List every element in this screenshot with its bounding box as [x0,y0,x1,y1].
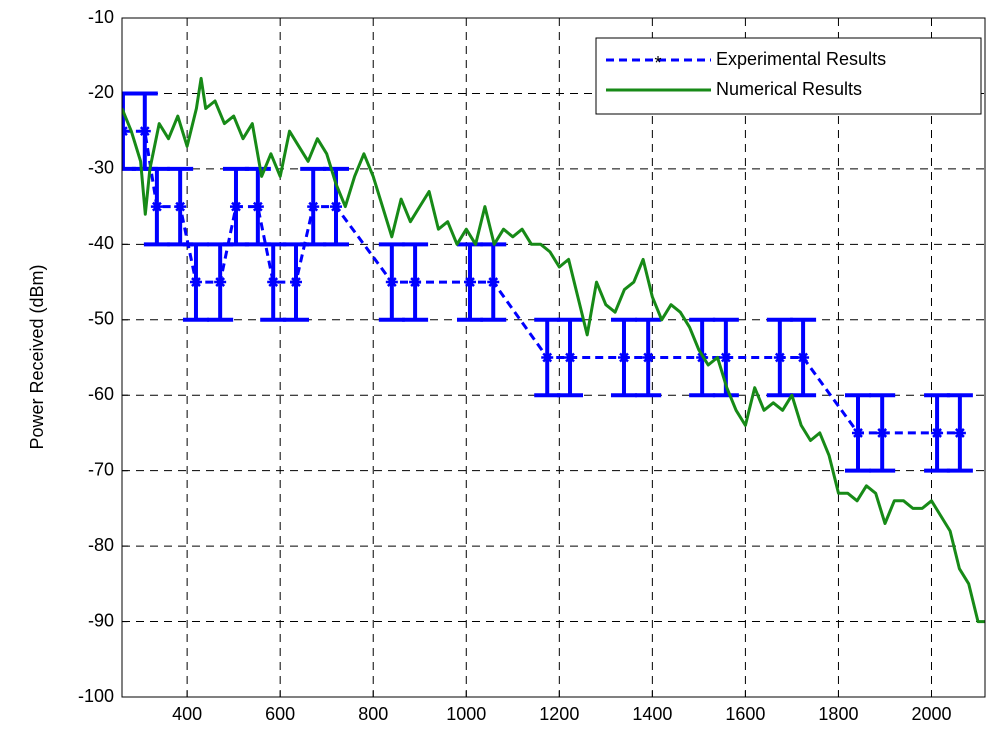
point-marker [564,351,577,364]
plot-area [122,18,985,697]
x-tick-label: 800 [358,704,388,724]
point-marker [617,351,630,364]
point-marker [953,426,966,439]
point-marker [189,276,202,289]
plot-frame [121,17,986,698]
point-marker [289,276,302,289]
x-tick-label: 2000 [911,704,951,724]
x-tick-label: 400 [172,704,202,724]
point-marker [385,276,398,289]
point-marker [642,351,655,364]
series-line [122,76,985,624]
point-marker [330,200,343,213]
point-marker [797,351,810,364]
x-tick-label: 1400 [632,704,672,724]
y-tick-label: -70 [88,459,114,479]
point-marker [409,276,422,289]
y-tick-label: -100 [78,686,114,706]
point-marker [174,200,187,213]
point-marker [851,426,864,439]
x-tick-label: 1200 [539,704,579,724]
series-line [122,129,960,435]
point-marker [487,276,500,289]
y-axis-label: Power Received (dBm) [27,264,47,449]
x-tick-label: 1600 [725,704,765,724]
point-marker [229,200,242,213]
point-marker [122,125,129,138]
y-tick-label: -50 [88,309,114,329]
point-marker [541,351,554,364]
legend-box [595,37,982,115]
legend-marker: * [654,53,661,73]
point-marker [463,276,476,289]
y-tick-label: -40 [88,233,114,253]
y-tick-label: -30 [88,158,114,178]
point-marker [876,426,889,439]
point-marker [267,276,280,289]
x-tick-label: 600 [265,704,295,724]
point-marker [931,426,944,439]
point-marker [214,276,227,289]
point-marker [251,200,264,213]
point-marker [307,200,320,213]
point-marker [150,200,163,213]
legend-label: Experimental Results [716,49,886,69]
legend-label: Numerical Results [716,79,862,99]
y-tick-label: -90 [88,610,114,630]
x-tick-label: 1800 [818,704,858,724]
y-tick-label: -20 [88,82,114,102]
point-marker [138,125,151,138]
x-tick-label: 1000 [446,704,486,724]
y-tick-label: -80 [88,535,114,555]
plot-content [122,76,985,624]
y-tick-label: -10 [88,7,114,27]
point-marker [773,351,786,364]
y-tick-label: -60 [88,384,114,404]
point-marker [719,351,732,364]
